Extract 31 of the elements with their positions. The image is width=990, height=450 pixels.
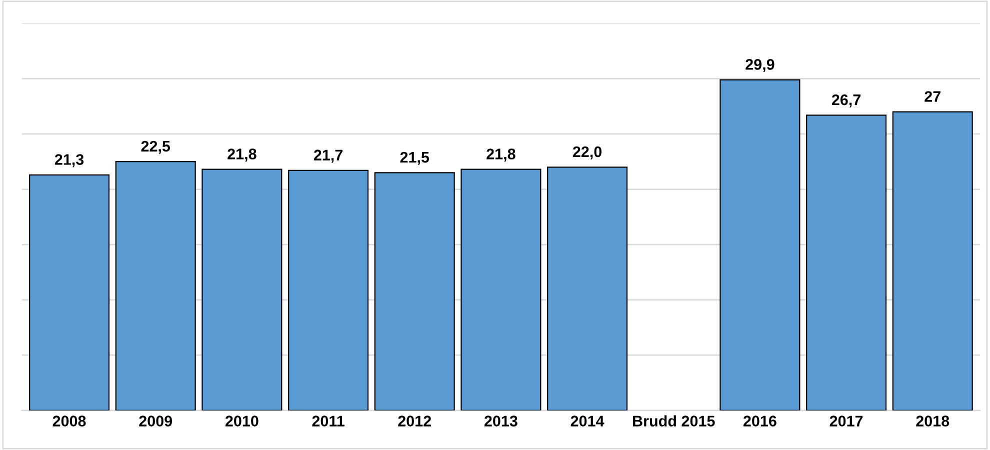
bar [115,161,196,410]
data-label: 29,9 [746,59,774,72]
data-label: 21,3 [54,154,84,168]
x-tick-label: 2014 [570,416,604,426]
bar [806,114,887,410]
bar [374,172,455,410]
bar [202,168,282,410]
data-label: 21,8 [486,148,516,162]
x-tick-label: Brudd 2015 [633,415,715,426]
bar [28,174,110,410]
data-label: 27 [924,91,940,102]
data-label: 21,5 [400,152,430,165]
data-label: 22,0 [572,146,602,160]
data-label: 21,7 [314,150,342,163]
x-tick-label: 2009 [139,416,172,426]
x-tick-label: 2011 [312,416,344,426]
x-tick-label: 2010 [225,416,258,426]
data-label: 21,8 [228,148,256,162]
bar [720,79,800,410]
data-label: 26,7 [832,94,860,108]
x-tick-label: 2018 [916,416,950,426]
bar [547,166,628,410]
bar [892,111,973,410]
x-tick-label: 2008 [52,416,86,426]
x-tick-label: 2017 [830,416,863,426]
bar [460,168,542,410]
x-tick-label: 2016 [743,416,776,426]
x-tick-label: 2013 [484,416,518,427]
bar [288,170,369,410]
data-label: 22,5 [141,140,170,154]
x-tick-label: 2012 [398,416,431,426]
